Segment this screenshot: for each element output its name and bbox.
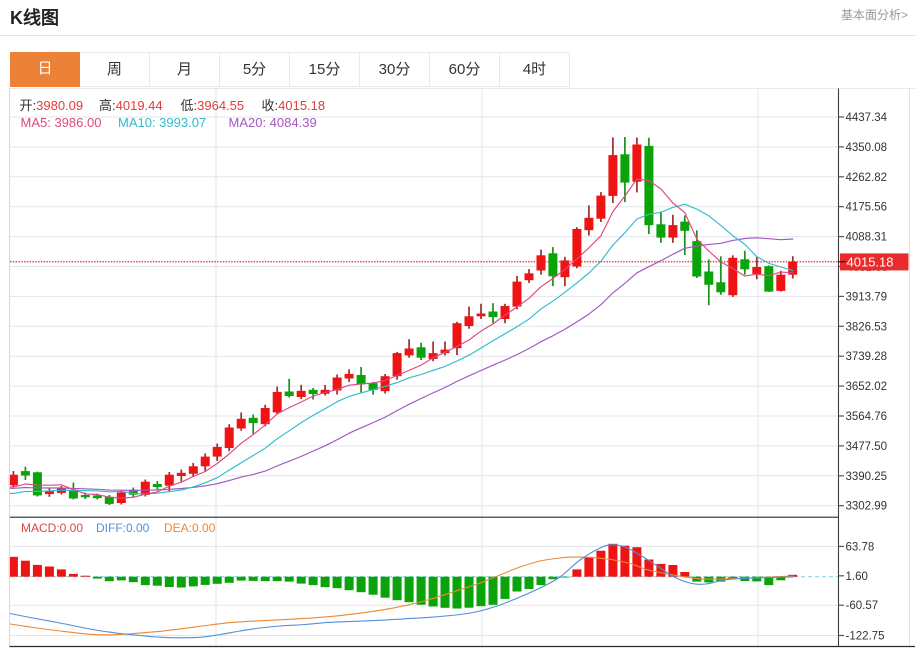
svg-text:4088.31: 4088.31 [846, 232, 888, 244]
svg-text:-60.57: -60.57 [846, 600, 879, 612]
svg-text:4015.18: 4015.18 [847, 255, 894, 270]
svg-text:4262.82: 4262.82 [846, 172, 888, 184]
svg-text:1.60: 1.60 [846, 571, 868, 583]
svg-text:3826.53: 3826.53 [846, 321, 888, 333]
svg-text:63.78: 63.78 [846, 541, 875, 553]
svg-text:3302.99: 3302.99 [846, 501, 888, 513]
svg-text:-122.75: -122.75 [846, 631, 885, 643]
svg-text:3477.50: 3477.50 [846, 441, 888, 453]
svg-text:4175.56: 4175.56 [846, 202, 888, 214]
svg-text:3390.25: 3390.25 [846, 471, 888, 483]
svg-text:3739.28: 3739.28 [846, 351, 888, 363]
svg-text:4350.08: 4350.08 [846, 142, 888, 154]
svg-text:3913.79: 3913.79 [846, 291, 888, 303]
svg-text:4437.34: 4437.34 [846, 112, 888, 124]
svg-text:3652.02: 3652.02 [846, 381, 888, 393]
svg-text:3564.76: 3564.76 [846, 411, 888, 423]
